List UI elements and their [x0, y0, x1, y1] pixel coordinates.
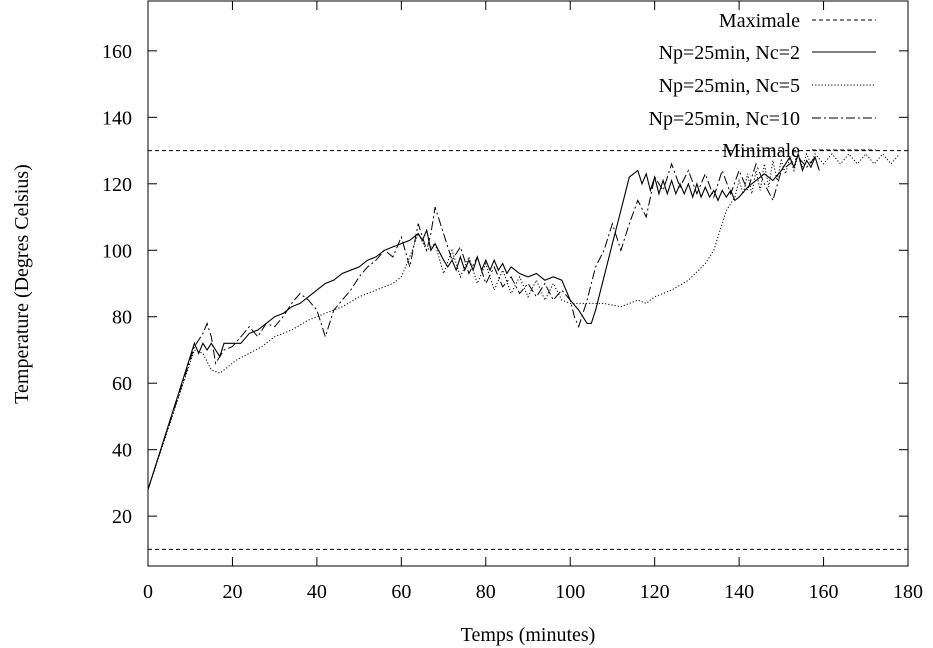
x-axis-title: Temps (minutes) — [461, 624, 596, 646]
series-line-3 — [147, 152, 900, 490]
legend-label-3: Np=25min, Nc=5 — [659, 75, 800, 97]
x-tick-label: 160 — [809, 581, 839, 603]
x-tick-label: 120 — [640, 581, 670, 603]
x-tick-label: 20 — [222, 581, 242, 603]
series-line-4 — [147, 156, 816, 490]
axis-ticks: 0 20 40 60 80 100 120 140 160 180 20 40 60 80 100 120 14… — [102, 1, 923, 603]
y-tick-label: 100 — [102, 240, 132, 262]
legend-label-2: Np=25min, Nc=2 — [659, 42, 800, 64]
plot-lines — [147, 150, 908, 550]
y-axis-title: Temperature (Degres Celsius) — [11, 164, 33, 404]
y-tick-label: 80 — [112, 307, 132, 329]
y-tick-label: 140 — [102, 107, 132, 129]
x-tick-label: 40 — [307, 581, 327, 603]
x-tick-label: 80 — [476, 581, 496, 603]
y-tick-label: 60 — [112, 373, 132, 395]
plot-frame — [147, 0, 909, 567]
y-tick-label: 120 — [102, 174, 132, 196]
legend-label-1: Maximale — [719, 10, 800, 32]
legend: Maximale Np=25min, Nc=2 Np=25min, Nc=5 Np=2… — [649, 10, 876, 162]
series-line-2 — [147, 151, 820, 490]
y-tick-label: 40 — [112, 440, 132, 462]
y-tick-label: 160 — [102, 41, 132, 63]
x-tick-label: 100 — [555, 581, 585, 603]
y-tick-label: 20 — [112, 506, 132, 528]
x-tick-label: 0 — [143, 581, 153, 603]
x-tick-label: 140 — [724, 581, 754, 603]
x-tick-label: 180 — [893, 581, 923, 603]
legend-label-4: Np=25min, Nc=10 — [649, 108, 800, 130]
x-tick-label: 60 — [391, 581, 411, 603]
legend-label-5: Minimale — [722, 140, 800, 162]
